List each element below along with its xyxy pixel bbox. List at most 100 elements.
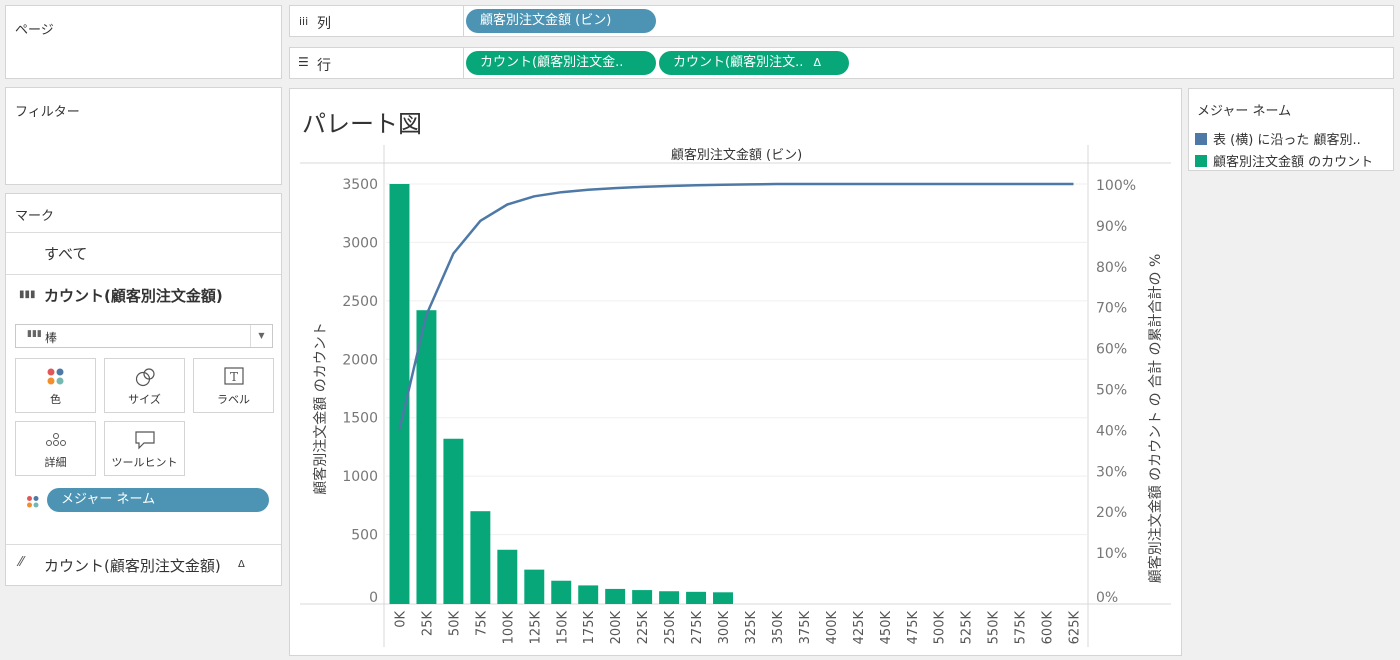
color-button-label: 色 — [50, 393, 61, 406]
marks-count-row[interactable]: ▮▮▮ カウント(顧客別注文金額) — [6, 274, 281, 316]
rows-shelf-label: ☰ 行 — [290, 48, 464, 78]
y-tick-label: 500 — [351, 528, 378, 544]
color-button[interactable]: 色 — [15, 358, 96, 413]
legend-card[interactable]: メジャー ネーム 表 (横) に沿った 顧客別.. 顧客別注文金額 のカウント — [1188, 88, 1394, 171]
filters-card[interactable]: フィルター — [5, 87, 282, 185]
delta-icon: Δ — [813, 56, 822, 69]
measure-names-pill-label: メジャー ネーム — [61, 492, 156, 507]
bar — [686, 591, 707, 604]
bar — [659, 591, 680, 604]
marks-line-row[interactable]: ⁄⁄ カウント(顧客別注文金額) Δ — [6, 544, 281, 586]
bar — [443, 438, 464, 604]
pages-card: ページ — [5, 5, 282, 79]
bar — [632, 590, 653, 604]
y2-tick-label: 20% — [1096, 505, 1127, 521]
columns-bin-pill[interactable]: 顧客別注文金額 (ビン) — [466, 9, 656, 33]
y-tick-label: 2000 — [342, 352, 378, 368]
x-tick-label: 200K — [609, 611, 624, 645]
bar — [389, 184, 410, 604]
y2-tick-label: 40% — [1096, 423, 1127, 439]
bar — [713, 592, 733, 604]
bar — [578, 585, 599, 604]
label-t-icon: T — [194, 359, 273, 387]
line-chart-icon: ⁄⁄ — [19, 555, 24, 570]
y-tick-label: 0 — [369, 590, 378, 606]
x-tick-label: 0K — [393, 611, 408, 628]
cumulative-percent-line — [398, 182, 1074, 430]
columns-label: 列 — [317, 16, 331, 32]
color-dots-icon — [16, 359, 95, 387]
tooltip-button-label: ツールヒント — [111, 456, 178, 469]
y-tick-label: 3500 — [342, 177, 378, 193]
rows-count-pill[interactable]: カウント(顧客別注文金.. — [466, 51, 656, 75]
rows-running-total-pill-label: カウント(顧客別注文.. — [673, 55, 804, 70]
columns-shelf-label: iii 列 — [290, 6, 464, 36]
size-button[interactable]: サイズ — [104, 358, 185, 413]
marks-all-row[interactable]: すべて — [6, 232, 281, 274]
bar — [551, 580, 572, 604]
rows-running-total-pill[interactable]: カウント(顧客別注文.. Δ — [659, 51, 849, 75]
chevron-down-icon: ▼ — [250, 325, 272, 347]
y2-tick-label: 30% — [1096, 464, 1127, 480]
y2-tick-label: 10% — [1096, 546, 1127, 562]
y-tick-label: 3000 — [342, 235, 378, 251]
columns-shelf[interactable]: iii 列 顧客別注文金額 (ビン) — [289, 5, 1394, 37]
bar — [605, 588, 626, 604]
rows-shelf[interactable]: ☰ 行 カウント(顧客別注文金.. カウント(顧客別注文.. Δ — [289, 47, 1394, 79]
y-axis-title: 顧客別注文金額 のカウント — [312, 322, 329, 494]
y2-tick-label: 90% — [1096, 219, 1127, 235]
y2-tick-label: 60% — [1096, 342, 1127, 358]
x-tick-label: 125K — [528, 611, 543, 645]
legend-swatch-line — [1195, 133, 1207, 145]
x-tick-label: 350K — [771, 611, 786, 645]
detail-button[interactable]: 詳細 — [15, 421, 96, 476]
x-tick-label: 525K — [960, 611, 975, 645]
x-tick-label: 225K — [636, 611, 651, 645]
pareto-chart[interactable]: 顧客別注文金額 (ビン) 0 500 1000 1500 2000 2500 3000 3500… — [290, 89, 1181, 655]
y2-tick-label: 0% — [1096, 590, 1118, 606]
pages-title: ページ — [15, 23, 54, 38]
size-icon — [105, 359, 184, 387]
legend-item-bar[interactable]: 顧客別注文金額 のカウント — [1195, 151, 1373, 170]
x-tick-label: 25K — [420, 611, 435, 637]
mark-type-value: 棒 — [45, 331, 58, 345]
x-tick-label: 625K — [1068, 611, 1083, 645]
bar — [416, 310, 437, 604]
x-tick-label: 325K — [744, 611, 759, 645]
y2-tick-label: 80% — [1096, 260, 1127, 276]
label-button[interactable]: T ラベル — [193, 358, 274, 413]
tooltip-button[interactable]: ツールヒント — [104, 421, 185, 476]
columns-bin-pill-label: 顧客別注文金額 (ビン) — [480, 13, 612, 28]
bar — [470, 511, 491, 604]
color-dots-icon — [26, 494, 40, 513]
x-tick-label: 575K — [1014, 611, 1029, 645]
legend-item-label: 表 (横) に沿った 顧客別.. — [1213, 133, 1361, 148]
legend-item-line[interactable]: 表 (横) に沿った 顧客別.. — [1195, 129, 1361, 148]
x-tick-label: 75K — [474, 611, 489, 637]
x-tick-label: 375K — [798, 611, 813, 645]
x-tick-label: 175K — [582, 611, 597, 645]
y2-tick-label: 70% — [1096, 301, 1127, 317]
x-tick-label: 100K — [501, 611, 516, 645]
x-tick-label: 450K — [879, 611, 894, 645]
y2-tick-label: 50% — [1096, 383, 1127, 399]
x-tick-label: 425K — [852, 611, 867, 645]
legend-title: メジャー ネーム — [1197, 104, 1292, 119]
viz-card: パレート図 顧客別注文金額 (ビン) 0 500 1000 1500 2000 2500 30… — [289, 88, 1182, 656]
y-tick-label: 2500 — [342, 294, 378, 310]
bar — [497, 549, 518, 604]
delta-icon: Δ — [238, 559, 245, 570]
column-header-label: 顧客別注文金額 (ビン) — [671, 147, 802, 163]
measure-names-pill[interactable]: メジャー ネーム — [47, 488, 269, 512]
marks-card: マーク すべて ▮▮▮ カウント(顧客別注文金額) ▮▮▮ 棒 ▼ 色 サイズ … — [5, 193, 282, 586]
detail-button-label: 詳細 — [44, 456, 67, 469]
label-button-label: ラベル — [217, 393, 250, 406]
mark-type-select[interactable]: ▮▮▮ 棒 ▼ — [15, 324, 273, 348]
marks-title: マーク — [15, 209, 55, 224]
x-tick-label: 475K — [906, 611, 921, 645]
bar — [524, 569, 545, 604]
rows-count-pill-label: カウント(顧客別注文金.. — [480, 55, 624, 70]
rows-label: 行 — [317, 58, 331, 74]
x-tick-label: 500K — [933, 611, 948, 645]
y2-tick-label: 100% — [1096, 178, 1136, 194]
